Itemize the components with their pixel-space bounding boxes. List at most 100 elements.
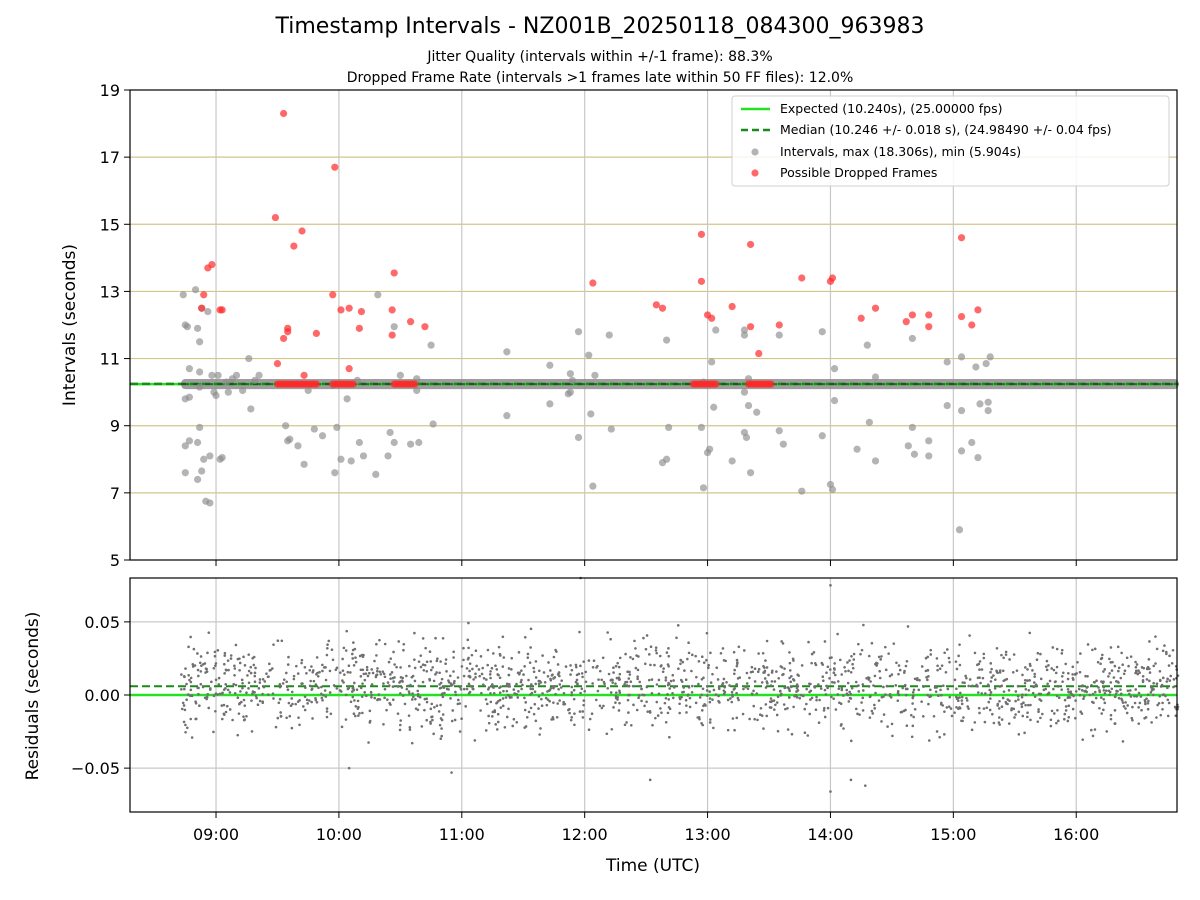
residual-point (417, 703, 421, 706)
residual-point (875, 662, 879, 665)
dropped-frame-point (406, 318, 415, 326)
residual-point (513, 692, 516, 695)
residual-point (1066, 677, 1070, 681)
residual-point (953, 678, 957, 682)
residual-point (444, 662, 447, 665)
residual-point (912, 694, 915, 698)
residual-point (722, 692, 726, 696)
residual-point (1017, 733, 1021, 736)
residual-point (1098, 690, 1102, 694)
legend-dropped-swatch (751, 169, 759, 177)
residual-point (353, 681, 356, 685)
residual-point (667, 654, 671, 658)
residual-point (792, 705, 795, 709)
residual-point (623, 683, 626, 686)
residual-point (897, 672, 900, 676)
residual-point (973, 651, 977, 655)
residual-point (815, 695, 818, 699)
residual-point (481, 683, 485, 686)
residual-point (1033, 675, 1036, 678)
residual-point (1100, 680, 1103, 683)
residual-point (701, 687, 705, 691)
residual-point (414, 697, 417, 701)
residual-point (911, 724, 915, 728)
residual-point (733, 668, 736, 672)
residual-point (408, 692, 411, 695)
residual-point (520, 687, 523, 691)
residual-point (955, 667, 959, 671)
residual-point (180, 707, 184, 711)
residual-point (925, 676, 928, 679)
residual-point (1071, 665, 1075, 669)
residual-point (491, 652, 495, 655)
residual-point (1067, 671, 1070, 675)
dropped-frame-point (902, 318, 910, 326)
residual-point (600, 706, 604, 710)
residual-point (958, 643, 961, 646)
interval-point (333, 423, 341, 431)
residual-point (298, 723, 301, 727)
residual-point (976, 663, 979, 667)
residual-point (846, 661, 849, 664)
residual-point (667, 647, 670, 650)
residual-point (626, 670, 629, 673)
residual-point (297, 716, 300, 719)
residual-point (228, 708, 232, 711)
residual-point (560, 679, 563, 682)
residual-point (1037, 692, 1041, 696)
dropped-frame-point (957, 313, 966, 321)
residual-point (837, 687, 841, 691)
residual-point (389, 657, 393, 660)
residual-point (877, 655, 881, 659)
dropped-frame-point (390, 269, 398, 277)
residual-point (468, 675, 472, 678)
residual-point (616, 696, 619, 699)
residual-point (277, 701, 281, 705)
residual-point (272, 697, 275, 700)
residual-point (783, 667, 786, 670)
residual-point (1161, 676, 1165, 680)
residual-point (873, 703, 876, 707)
residual-point (588, 717, 592, 721)
residual-point (435, 671, 438, 674)
residual-point (579, 691, 582, 695)
residual-point (995, 646, 999, 650)
interval-point (386, 428, 394, 437)
residual-point (582, 703, 585, 707)
residual-point (831, 680, 834, 684)
residual-point (997, 707, 1001, 710)
residual-point (786, 728, 790, 731)
residual-point (555, 650, 558, 653)
residual-point (498, 691, 502, 694)
residual-point (229, 654, 233, 657)
residual-point (1134, 688, 1138, 691)
residual-point (389, 673, 392, 676)
residual-point (645, 700, 648, 704)
residual-point (236, 657, 240, 661)
intervals-y-tick-label: 9 (110, 417, 120, 436)
residual-point (948, 660, 951, 664)
residual-point (375, 654, 378, 657)
residual-point (625, 684, 629, 687)
residual-point (429, 660, 433, 663)
residual-point (1155, 682, 1159, 686)
residual-point (226, 688, 230, 692)
residual-point (389, 703, 392, 706)
residual-point (1131, 705, 1134, 709)
residual-point (833, 681, 836, 684)
residual-point (309, 679, 312, 683)
residual-point (777, 676, 781, 680)
interval-point (925, 437, 933, 445)
residual-point (554, 692, 557, 696)
interval-point (222, 378, 230, 386)
residual-point (958, 706, 961, 709)
residual-point (530, 691, 534, 695)
residual-point (286, 663, 290, 666)
residual-point (200, 664, 203, 667)
residual-point (819, 687, 823, 690)
residual-point (755, 692, 759, 695)
residual-point (705, 685, 709, 688)
dropped-frame-point (312, 329, 320, 337)
residual-point (998, 685, 1002, 688)
residual-point (769, 684, 773, 687)
